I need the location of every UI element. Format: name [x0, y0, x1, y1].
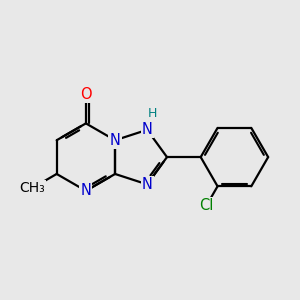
Text: O: O [80, 87, 92, 102]
Text: Cl: Cl [200, 198, 214, 213]
Text: N: N [80, 183, 91, 198]
Text: N: N [142, 122, 153, 137]
Text: H: H [148, 107, 157, 120]
Text: N: N [110, 133, 121, 148]
Text: CH₃: CH₃ [19, 181, 45, 195]
Text: N: N [142, 177, 153, 192]
